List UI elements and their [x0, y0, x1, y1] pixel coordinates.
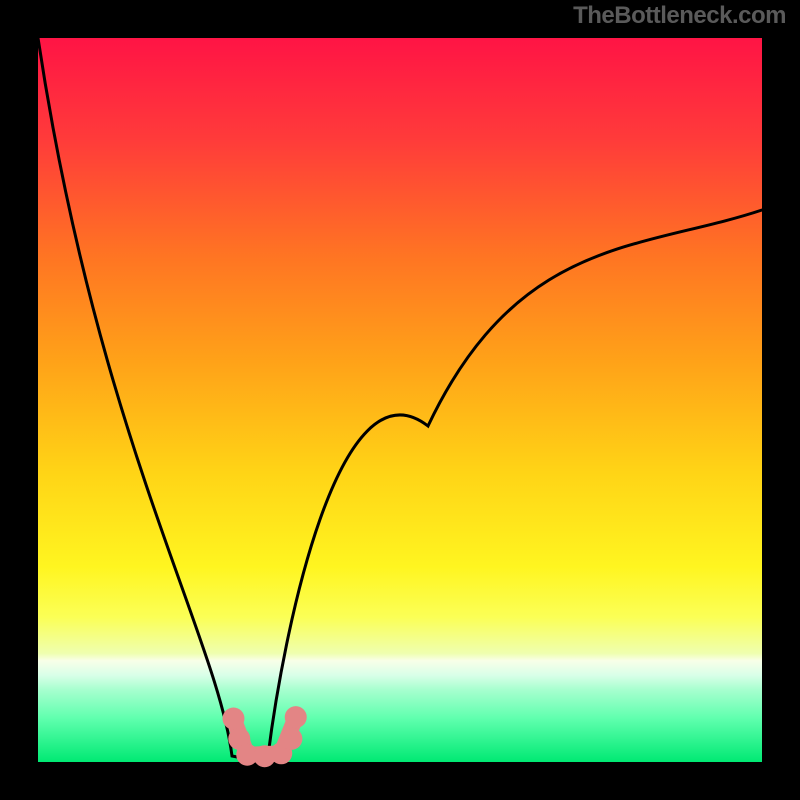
watermark-text: TheBottleneck.com [573, 2, 786, 30]
chart-container: TheBottleneck.com [0, 0, 800, 800]
marker-dot [280, 728, 302, 750]
marker-dot [285, 706, 307, 728]
marker-dot [222, 708, 244, 730]
optimum-markers [0, 0, 800, 800]
